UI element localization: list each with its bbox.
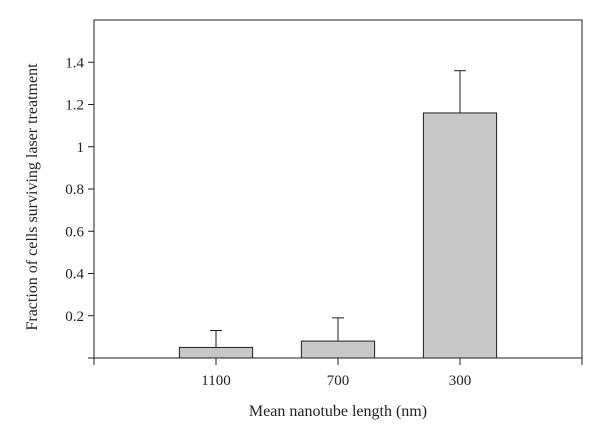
bar xyxy=(300,340,376,359)
y-tick-label: 0.2 xyxy=(65,309,84,325)
y-tick-label: 1.4 xyxy=(65,55,84,71)
y-tick-label: 0.6 xyxy=(65,224,84,240)
x-axis-ticks: 1100 700 300 xyxy=(93,358,583,389)
x-tick-label: 300 xyxy=(449,373,472,389)
x-tick-label: 700 xyxy=(327,373,350,389)
y-tick-label: 1 xyxy=(77,140,85,156)
x-tick-label: 1100 xyxy=(201,373,230,389)
bars xyxy=(178,112,498,359)
bar xyxy=(422,112,498,359)
y-tick-label: 1.2 xyxy=(65,98,84,114)
x-axis-title: Mean nanotube length (nm) xyxy=(249,403,427,420)
plot-frame xyxy=(93,19,583,359)
y-axis-ticks: 0.2 0.4 0.6 0.8 1 1.2 1.4 xyxy=(65,55,94,359)
plot-border xyxy=(93,19,583,359)
error-bars xyxy=(210,70,466,348)
bar xyxy=(178,346,254,359)
y-tick-label: 0.8 xyxy=(65,182,84,198)
y-axis-title: Fraction of cells surviving laser treatm… xyxy=(24,63,41,331)
y-tick-label: 0.4 xyxy=(65,267,84,283)
